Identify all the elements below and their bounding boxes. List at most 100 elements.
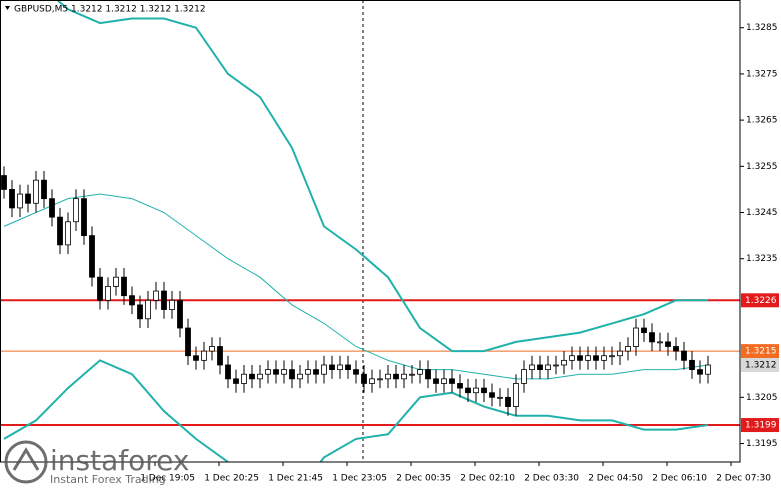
- candle-body: [105, 286, 111, 301]
- candle-body: [369, 378, 375, 384]
- candle-body: [25, 193, 31, 204]
- price-tag-label: 1.3226: [745, 296, 777, 306]
- candle-body: [625, 346, 631, 352]
- candle-body: [401, 373, 407, 380]
- candle-body: [481, 387, 487, 394]
- x-tick-label: 1 Dec 21:45: [268, 474, 323, 484]
- candle-body: [497, 396, 503, 399]
- candle-body: [57, 216, 63, 246]
- candle-body: [585, 355, 591, 361]
- candle-body: [473, 387, 479, 394]
- x-tick-label: 2 Dec 06:10: [652, 474, 707, 484]
- candle-body: [33, 179, 39, 204]
- y-tick-label: 1.3255: [746, 162, 778, 172]
- candle-body: [377, 378, 383, 381]
- candle-body: [633, 327, 639, 347]
- candle-body: [489, 392, 495, 398]
- candle-body: [65, 221, 71, 246]
- candle-body: [201, 350, 207, 361]
- candle-body: [697, 369, 703, 375]
- candle-body: [513, 383, 519, 407]
- chart-title: GBPUSD,M5 1.3212 1.3212 1.3212 1.3212: [14, 5, 206, 15]
- candle-body: [673, 346, 679, 352]
- candle-body: [561, 359, 567, 366]
- candle-body: [265, 369, 271, 375]
- candle-body: [9, 189, 15, 209]
- candle-body: [457, 383, 463, 389]
- plot-border: [0, 0, 741, 463]
- candle-body: [233, 378, 239, 384]
- candle-body: [41, 179, 47, 200]
- candle-body: [217, 346, 223, 366]
- candle-body: [153, 290, 159, 301]
- watermark: instaforex Instant Forex Trading: [4, 440, 189, 486]
- candle-body: [601, 355, 607, 361]
- plot-area: [0, 0, 740, 462]
- x-tick-label: 1 Dec 19:05: [140, 474, 195, 484]
- candle-body: [553, 364, 559, 367]
- candle-body: [145, 299, 151, 320]
- candle-body: [313, 369, 319, 375]
- price-tag-label: 1.3212: [745, 360, 777, 370]
- candle-body: [289, 369, 295, 380]
- candle-body: [705, 364, 711, 375]
- candle-body: [209, 346, 215, 352]
- candle-body: [185, 327, 191, 357]
- bollinger-band: [3, 359, 709, 462]
- candle-body: [329, 364, 335, 371]
- candle-body: [425, 369, 431, 380]
- candle-body: [225, 364, 231, 380]
- price-tag: [741, 344, 779, 359]
- x-tick-label: 2 Dec 00:35: [396, 474, 451, 484]
- candle-body: [657, 341, 663, 344]
- candle-body: [537, 364, 543, 371]
- candle-body: [345, 364, 351, 371]
- candle-body: [361, 373, 367, 384]
- price-tag: [741, 418, 779, 433]
- candle-body: [353, 369, 359, 375]
- y-tick-label: 1.3245: [746, 208, 778, 218]
- candle-body: [81, 198, 87, 237]
- candle-body: [49, 198, 55, 218]
- x-tick-label: 2 Dec 04:50: [588, 474, 643, 484]
- candle-body: [417, 369, 423, 375]
- candle-body: [609, 355, 615, 358]
- price-tag-label: 1.3199: [745, 421, 777, 431]
- candle-body: [393, 373, 399, 380]
- candle-body: [241, 373, 247, 384]
- x-tick-label: 2 Dec 07:30: [716, 474, 771, 484]
- candle-body: [121, 276, 127, 297]
- y-tick-label: 1.3285: [746, 23, 778, 33]
- candle-body: [305, 369, 311, 375]
- candle-body: [441, 378, 447, 384]
- y-tick-label: 1.3235: [746, 254, 778, 264]
- candle-body: [617, 350, 623, 357]
- candle-body: [281, 369, 287, 375]
- candle-body: [129, 295, 135, 306]
- candle-body: [689, 359, 695, 370]
- bollinger-band: [55, 0, 708, 353]
- y-tick-label: 1.3195: [746, 439, 778, 449]
- watermark-logo: [12, 447, 40, 471]
- candle-body: [385, 373, 391, 380]
- candle-body: [521, 369, 527, 384]
- y-tick-label: 1.3265: [746, 116, 778, 126]
- candle-body: [433, 378, 439, 384]
- candle-body: [169, 299, 175, 310]
- candle-body: [665, 341, 671, 347]
- watermark-logo: [4, 440, 48, 484]
- candle-body: [593, 355, 599, 361]
- candle-body: [113, 276, 119, 287]
- price-tag: [741, 357, 779, 372]
- bollinger-band: [3, 193, 709, 380]
- candle-body: [569, 355, 575, 361]
- candle-body: [465, 387, 471, 394]
- candle-body: [257, 373, 263, 380]
- candle-body: [193, 355, 199, 361]
- candle-body: [337, 364, 343, 371]
- x-tick-label: 2 Dec 03:30: [524, 474, 579, 484]
- candle-body: [641, 327, 647, 334]
- x-tick-label: 1 Dec 20:25: [204, 474, 259, 484]
- candle-body: [649, 332, 655, 343]
